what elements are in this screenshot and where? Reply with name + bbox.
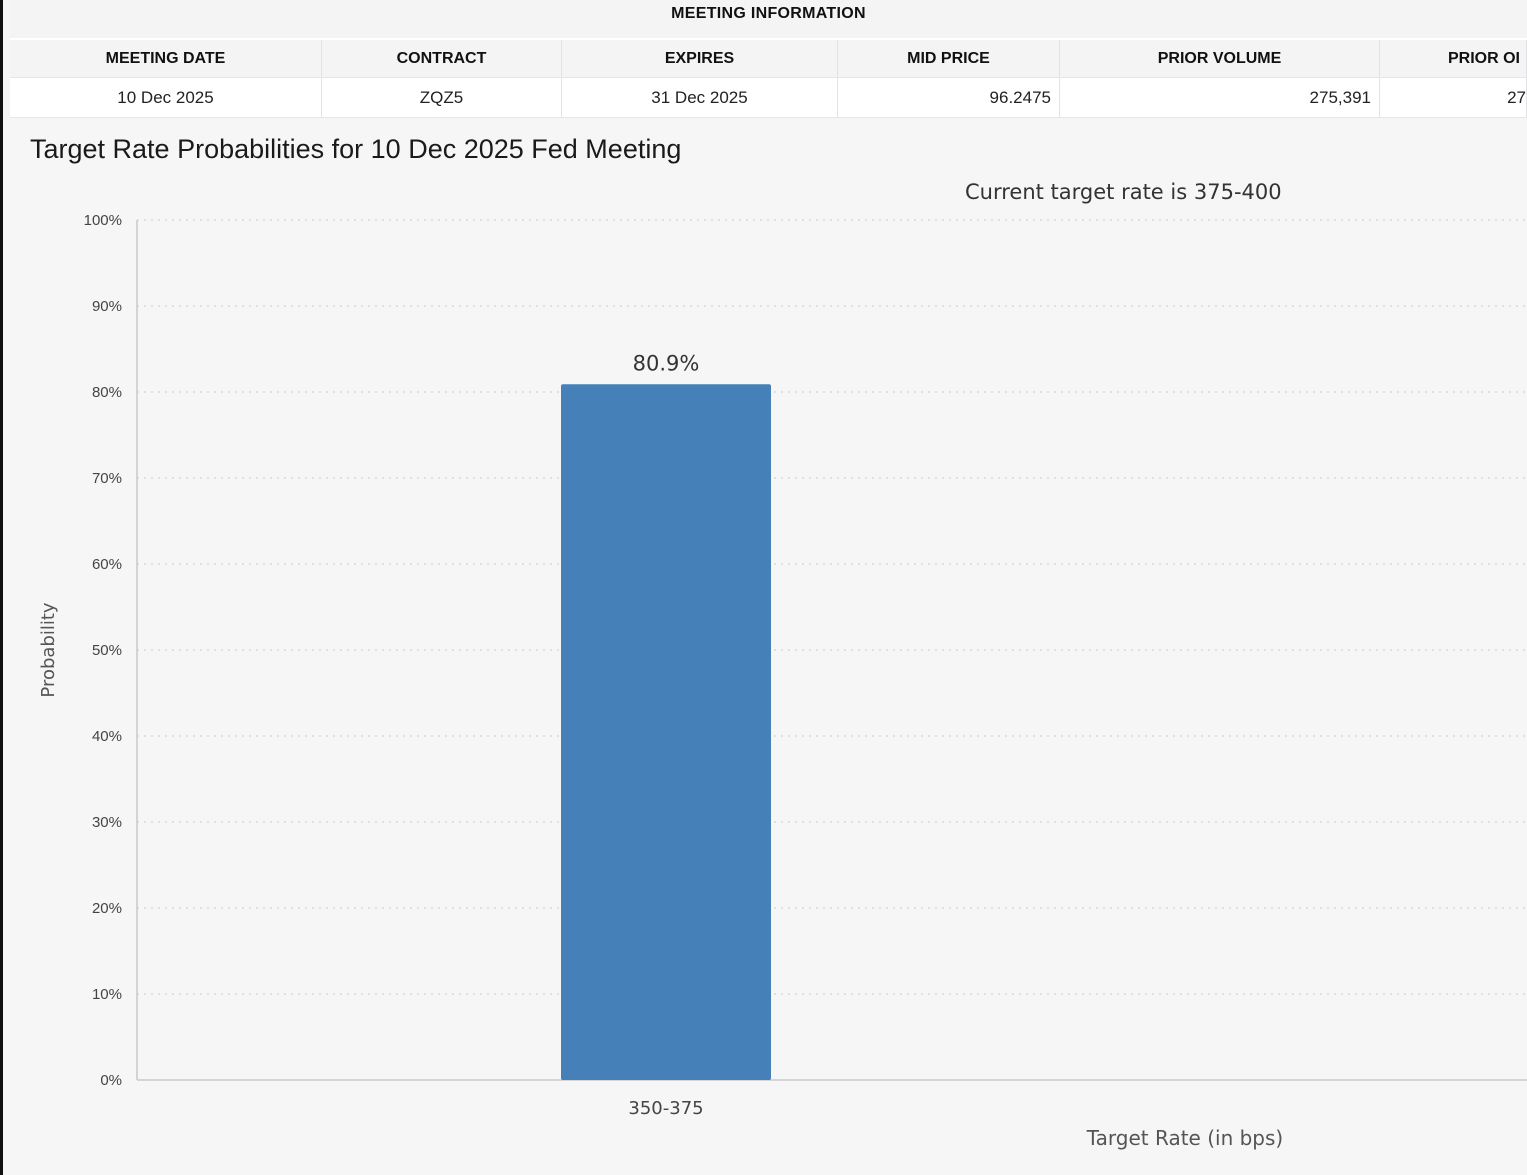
meeting-information-table: MEETING INFORMATION MEETING DATE CONTRAC… [10, 0, 1527, 118]
y-tick-label: 0% [100, 1072, 122, 1089]
cell-expires: 31 Dec 2025 [562, 78, 838, 118]
bar-data-label: 80.9% [633, 351, 700, 375]
column-header-meeting-date: MEETING DATE [10, 40, 322, 78]
column-header-contract: CONTRACT [322, 40, 562, 78]
meeting-information-grid: MEETING DATE CONTRACT EXPIRES MID PRICE … [10, 40, 1527, 118]
cell-prior-oi: 27 [1380, 78, 1527, 118]
y-tick-label: 90% [92, 298, 122, 315]
x-axis-title: Target Rate (in bps) [1086, 1126, 1283, 1150]
current-target-rate-note: Current target rate is 375-400 [965, 180, 1282, 204]
cell-contract: ZQZ5 [322, 78, 562, 118]
y-axis-title: Probability [38, 602, 59, 697]
column-header-expires: EXPIRES [562, 40, 838, 78]
y-tick-label: 20% [92, 900, 122, 917]
cell-mid-price: 96.2475 [838, 78, 1060, 118]
chart-title: Target Rate Probabilities for 10 Dec 202… [30, 134, 682, 164]
y-tick-label: 70% [92, 470, 122, 487]
y-tick-label: 60% [92, 556, 122, 573]
y-tick-label: 100% [84, 212, 122, 229]
column-header-mid-price: MID PRICE [838, 40, 1060, 78]
y-tick-label: 10% [92, 986, 122, 1003]
window-edge [0, 0, 3, 1175]
bar [561, 384, 771, 1080]
meeting-information-heading: MEETING INFORMATION [10, 0, 1527, 38]
column-header-prior-volume: PRIOR VOLUME [1060, 40, 1380, 78]
cell-meeting-date: 10 Dec 2025 [10, 78, 322, 118]
y-tick-label: 30% [92, 814, 122, 831]
y-tick-label: 40% [92, 728, 122, 745]
x-tick-label: 350-375 [628, 1098, 703, 1119]
y-tick-label: 50% [92, 642, 122, 659]
y-tick-label: 80% [92, 384, 122, 401]
cell-prior-volume: 275,391 [1060, 78, 1380, 118]
